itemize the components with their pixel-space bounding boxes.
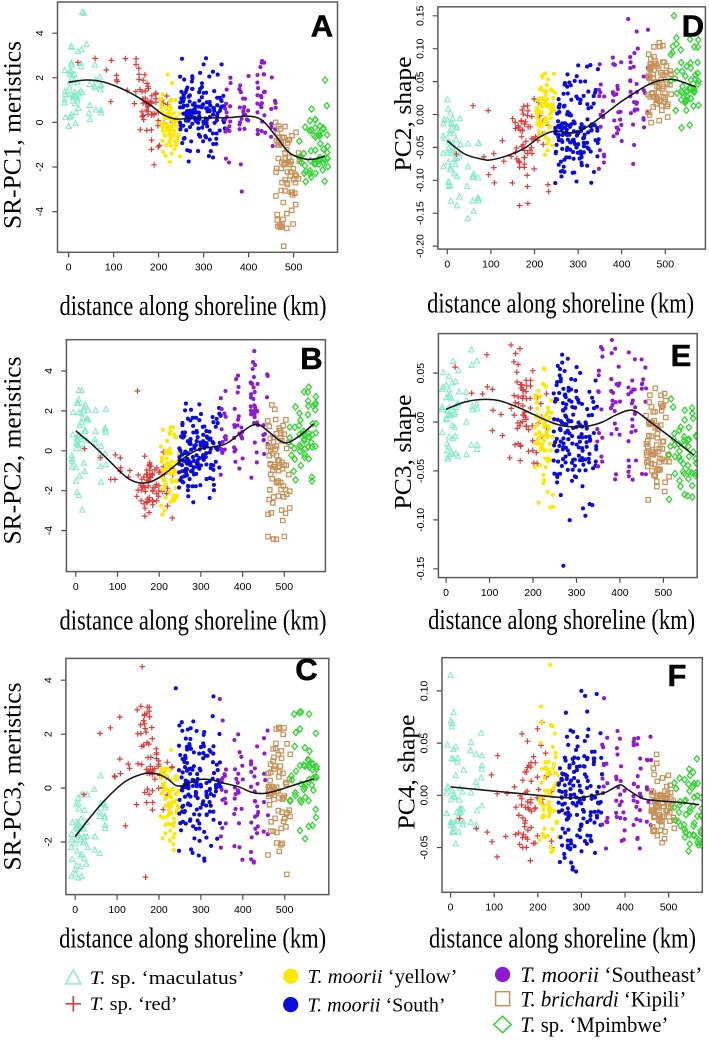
svg-text:distance along shoreline (km): distance along shoreline (km) — [428, 605, 695, 636]
svg-text:300: 300 — [192, 581, 210, 593]
svg-text:0.10: 0.10 — [414, 38, 426, 59]
svg-text:0.05: 0.05 — [415, 363, 427, 384]
svg-text:-2: -2 — [43, 486, 55, 495]
svg-text:500: 500 — [657, 258, 675, 270]
svg-text:-2: -2 — [42, 837, 54, 846]
svg-text:400: 400 — [611, 587, 629, 599]
svg-text:T. brichardi ‘Kipili’: T. brichardi ‘Kipili’ — [520, 986, 686, 1011]
svg-text:0.00: 0.00 — [414, 104, 426, 125]
svg-text:D: D — [682, 9, 704, 44]
svg-text:C: C — [295, 652, 317, 687]
svg-text:T. moorii ‘Southeast’: T. moorii ‘Southeast’ — [520, 962, 702, 987]
svg-text:500: 500 — [285, 262, 303, 274]
svg-text:500: 500 — [660, 902, 678, 914]
svg-text:300: 300 — [192, 904, 210, 916]
svg-text:100: 100 — [105, 262, 123, 274]
svg-text:0: 0 — [34, 119, 46, 125]
svg-text:200: 200 — [150, 262, 168, 274]
svg-text:200: 200 — [150, 581, 168, 593]
svg-text:200: 200 — [529, 902, 547, 914]
svg-text:100: 100 — [108, 904, 126, 916]
svg-text:0: 0 — [443, 587, 449, 599]
svg-text:400: 400 — [613, 258, 631, 270]
svg-text:100: 100 — [481, 587, 499, 599]
svg-text:0: 0 — [72, 904, 78, 916]
svg-text:T. moorii ‘yellow’: T. moorii ‘yellow’ — [308, 966, 458, 988]
svg-text:PC2, shape: PC2, shape — [391, 57, 417, 172]
svg-text:-4: -4 — [34, 207, 46, 216]
svg-text:-0.20: -0.20 — [414, 234, 426, 258]
svg-text:0: 0 — [66, 262, 72, 274]
svg-text:300: 300 — [568, 587, 586, 599]
svg-text:0.00: 0.00 — [415, 412, 427, 433]
svg-text:500: 500 — [276, 904, 294, 916]
svg-text:-0.05: -0.05 — [415, 459, 427, 483]
svg-text:4: 4 — [43, 368, 55, 374]
svg-text:400: 400 — [234, 904, 252, 916]
svg-text:400: 400 — [240, 262, 258, 274]
svg-text:2: 2 — [43, 408, 55, 414]
svg-text:-0.05: -0.05 — [414, 135, 426, 159]
svg-text:300: 300 — [569, 258, 587, 270]
svg-text:B: B — [300, 341, 322, 376]
svg-text:distance along shoreline (km): distance along shoreline (km) — [60, 605, 327, 636]
svg-text:PC3, shape: PC3, shape — [391, 395, 417, 510]
svg-text:-2: -2 — [34, 162, 46, 171]
svg-text:300: 300 — [195, 262, 213, 274]
svg-text:T. sp. ‘Mpimbwe’: T. sp. ‘Mpimbwe’ — [520, 1012, 668, 1037]
svg-text:SR-PC3, meristics: SR-PC3, meristics — [0, 683, 27, 871]
svg-text:100: 100 — [485, 902, 503, 914]
svg-text:distance along shoreline (km): distance along shoreline (km) — [60, 291, 327, 322]
svg-text:SR-PC2, meristics: SR-PC2, meristics — [0, 357, 27, 545]
svg-text:0: 0 — [444, 258, 450, 270]
svg-text:0.00: 0.00 — [419, 785, 431, 806]
svg-text:-0.15: -0.15 — [414, 201, 426, 225]
svg-text:A: A — [311, 9, 333, 44]
svg-text:500: 500 — [655, 587, 673, 599]
svg-text:0: 0 — [43, 448, 55, 454]
svg-text:distance along shoreline (km): distance along shoreline (km) — [427, 289, 694, 320]
svg-text:200: 200 — [526, 258, 544, 270]
svg-text:100: 100 — [482, 258, 500, 270]
svg-text:0.15: 0.15 — [414, 5, 426, 26]
svg-text:-0.05: -0.05 — [419, 835, 431, 859]
svg-text:2: 2 — [42, 731, 54, 737]
svg-text:PC4, shape: PC4, shape — [395, 715, 421, 830]
svg-text:2: 2 — [34, 75, 46, 81]
svg-text:500: 500 — [276, 581, 294, 593]
svg-text:400: 400 — [234, 581, 252, 593]
svg-text:200: 200 — [150, 904, 168, 916]
svg-text:-0.10: -0.10 — [414, 168, 426, 192]
svg-text:-4: -4 — [43, 526, 55, 535]
svg-text:0: 0 — [448, 902, 454, 914]
svg-text:distance along shoreline (km): distance along shoreline (km) — [429, 924, 696, 955]
svg-text:300: 300 — [573, 902, 591, 914]
svg-text:4: 4 — [34, 30, 46, 36]
svg-text:4: 4 — [42, 677, 54, 683]
svg-text:F: F — [668, 658, 687, 693]
svg-text:0: 0 — [73, 581, 79, 593]
svg-text:distance along shoreline (km): distance along shoreline (km) — [59, 924, 326, 955]
svg-text:T. sp. ‘red’: T. sp. ‘red’ — [90, 994, 178, 1015]
svg-text:0.05: 0.05 — [414, 71, 426, 92]
svg-text:400: 400 — [616, 902, 634, 914]
svg-text:200: 200 — [524, 587, 542, 599]
svg-text:0.05: 0.05 — [419, 733, 431, 754]
svg-text:T. moorii ‘South’: T. moorii ‘South’ — [308, 995, 446, 1017]
svg-text:-0.10: -0.10 — [415, 508, 427, 532]
svg-text:0.10: 0.10 — [419, 681, 431, 702]
svg-text:0: 0 — [42, 785, 54, 791]
svg-text:SR-PC1, meristics: SR-PC1, meristics — [0, 41, 27, 229]
svg-text:-0.15: -0.15 — [415, 557, 427, 581]
svg-text:T. sp. ‘maculatus’: T. sp. ‘maculatus’ — [90, 968, 245, 989]
svg-text:100: 100 — [109, 581, 127, 593]
svg-text:E: E — [671, 338, 692, 373]
